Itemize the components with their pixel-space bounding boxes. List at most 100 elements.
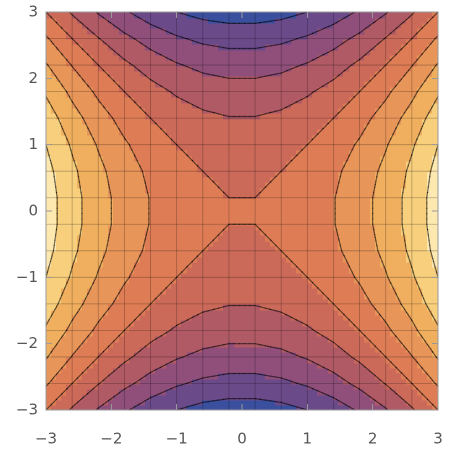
contour-cell <box>390 372 398 380</box>
contour-cell <box>375 208 382 215</box>
contour-cell <box>155 261 162 268</box>
contour-cell <box>124 266 131 274</box>
contour-cell <box>364 192 372 199</box>
contour-cell <box>380 80 387 88</box>
contour-cell <box>328 139 335 146</box>
contour-cell <box>333 319 340 327</box>
contour-cell <box>296 388 304 396</box>
contour-cell <box>181 298 189 305</box>
contour-cell <box>82 356 89 364</box>
contour-cell <box>98 319 105 327</box>
contour-cell <box>208 330 215 337</box>
contour-cell <box>228 346 236 353</box>
contour-cell <box>417 372 424 380</box>
contour-cell <box>411 298 419 305</box>
contour-cell <box>275 309 283 316</box>
contour-cell <box>72 362 79 369</box>
contour-cell <box>385 139 392 146</box>
contour-cell <box>390 256 398 263</box>
contour-cell <box>208 362 215 369</box>
contour-cell <box>401 303 408 311</box>
contour-cell <box>140 388 147 396</box>
contour-cell <box>56 341 63 348</box>
contour-cell <box>61 91 68 98</box>
contour-cell <box>119 59 126 67</box>
contour-cell <box>66 213 74 220</box>
contour-cell <box>150 335 157 343</box>
contour-cell <box>145 43 152 51</box>
contour-cell <box>82 351 89 358</box>
contour-cell <box>77 70 84 77</box>
contour-cell <box>364 399 372 406</box>
contour-cell <box>255 229 262 236</box>
contour-cell <box>275 118 283 125</box>
contour-cell <box>317 277 325 284</box>
contour-cell <box>171 123 178 130</box>
contour-cell <box>87 287 95 295</box>
contour-cell <box>228 367 236 374</box>
contour-cell <box>208 335 215 343</box>
contour-cell <box>411 234 419 242</box>
contour-cell <box>66 256 74 263</box>
contour-cell <box>249 293 257 300</box>
contour-cell <box>359 224 366 231</box>
contour-cell <box>370 134 377 141</box>
contour-cell <box>66 250 74 258</box>
contour-cell <box>202 155 210 162</box>
contour-cell <box>417 346 424 353</box>
contour-cell <box>359 404 366 411</box>
contour-cell <box>66 335 74 343</box>
contour-cell <box>218 203 225 210</box>
contour-cell <box>202 139 210 146</box>
contour-cell <box>166 224 173 231</box>
contour-cell <box>385 282 392 289</box>
contour-cell <box>140 102 147 109</box>
contour-cell <box>296 165 304 173</box>
contour-cell <box>145 245 152 252</box>
contour-cell <box>364 378 372 385</box>
contour-cell <box>134 362 142 369</box>
contour-cell <box>422 112 429 120</box>
contour-cell <box>260 314 267 321</box>
contour-cell <box>270 229 277 236</box>
contour-cell <box>296 102 304 109</box>
contour-cell <box>166 54 173 61</box>
contour-cell <box>417 123 424 130</box>
contour-cell <box>375 144 382 151</box>
contour-cell <box>432 388 439 396</box>
contour-cell <box>160 112 168 120</box>
contour-cell <box>359 250 366 258</box>
contour-cell <box>66 372 74 380</box>
contour-cell <box>213 203 220 210</box>
contour-cell <box>140 282 147 289</box>
contour-cell <box>160 139 168 146</box>
contour-cell <box>113 346 121 353</box>
contour-cell <box>98 134 105 141</box>
contour-cell <box>202 86 210 93</box>
contour-cell <box>275 293 283 300</box>
contour-cell <box>87 213 95 220</box>
contour-cell <box>317 149 325 157</box>
contour-cell <box>406 346 413 353</box>
contour-cell <box>390 134 398 141</box>
contour-cell <box>145 309 152 316</box>
contour-cell <box>265 160 272 167</box>
contour-cell <box>255 203 262 210</box>
contour-cell <box>72 59 79 67</box>
contour-cell <box>166 293 173 300</box>
contour-cell <box>66 165 74 173</box>
contour-cell <box>108 171 115 178</box>
contour-cell <box>375 86 382 93</box>
contour-cell <box>87 303 95 311</box>
contour-cell <box>171 107 178 114</box>
contour-cell <box>270 272 277 279</box>
contour-cell <box>270 319 277 327</box>
contour-cell <box>307 394 314 401</box>
contour-cell <box>134 261 142 268</box>
contour-cell <box>108 266 115 274</box>
contour-cell <box>82 171 89 178</box>
contour-cell <box>61 383 68 390</box>
contour-cell <box>51 309 58 316</box>
contour-cell <box>228 155 236 162</box>
contour-cell <box>124 383 131 390</box>
